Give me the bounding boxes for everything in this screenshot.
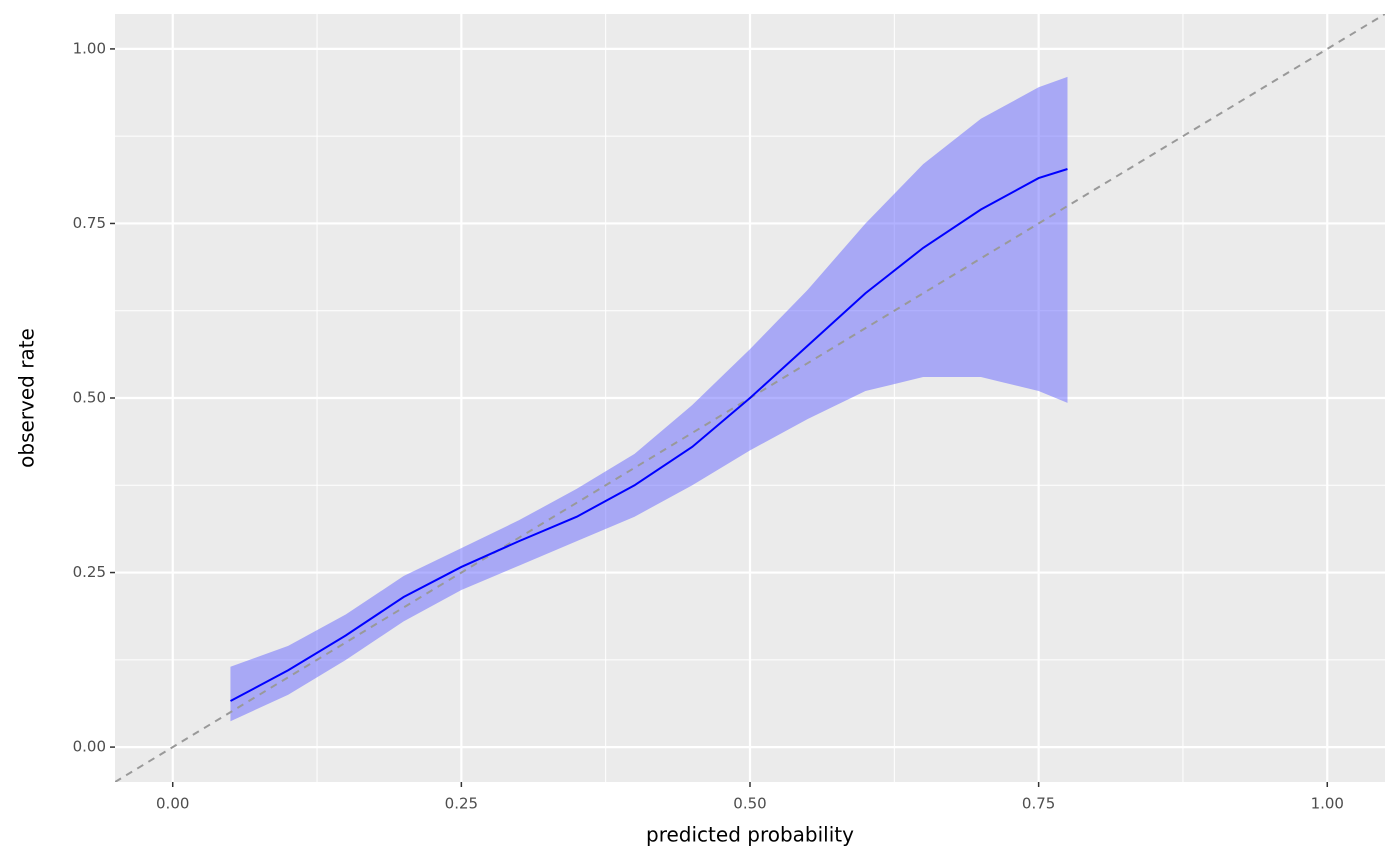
x-tick-label: 0.25: [445, 795, 478, 813]
x-tick-label: 1.00: [1311, 795, 1344, 813]
x-tick-label: 0.75: [1022, 795, 1055, 813]
y-axis-title: observed rate: [15, 328, 39, 468]
y-tick-label: 0.25: [73, 563, 106, 581]
y-tick-label: 0.75: [73, 214, 106, 232]
x-tick-label: 0.00: [156, 795, 189, 813]
fitted-line: [229, 168, 1068, 702]
y-tick-label: 1.00: [73, 39, 106, 57]
y-tick-label: 0.50: [73, 389, 106, 407]
y-tick-label: 0.00: [73, 738, 106, 756]
confidence-band: [230, 76, 1068, 722]
x-axis-title: predicted probability: [646, 823, 854, 847]
x-tick-label: 0.50: [733, 795, 766, 813]
